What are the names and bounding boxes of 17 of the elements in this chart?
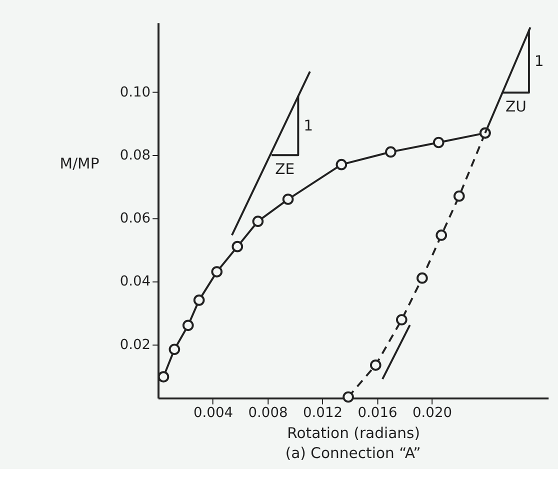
y-tick-label: 0.08	[120, 148, 151, 164]
y-tick-label: 0.06	[120, 210, 151, 227]
x-tick-label: 0.008	[248, 405, 288, 422]
y-axis-title: M/MP	[60, 155, 100, 172]
x-tick-label: 0.020	[412, 405, 452, 422]
annotation: ZE	[275, 160, 295, 178]
x-tick-label: 0.012	[302, 405, 343, 422]
annotation: ZU	[505, 98, 526, 116]
annotation: 1	[304, 117, 314, 134]
y-tick-label: 0.02	[120, 336, 151, 353]
x-tick-label: 0.016	[358, 405, 398, 422]
x-tick-label: 0.004	[193, 405, 234, 422]
y-tick-label: 0.10	[120, 84, 151, 100]
x-axis-title: Rotation (radians)	[287, 424, 420, 442]
annotation: 1	[534, 53, 544, 70]
text: (a) Connection “A”	[285, 445, 421, 462]
y-tick-label: 0.04	[120, 274, 151, 290]
